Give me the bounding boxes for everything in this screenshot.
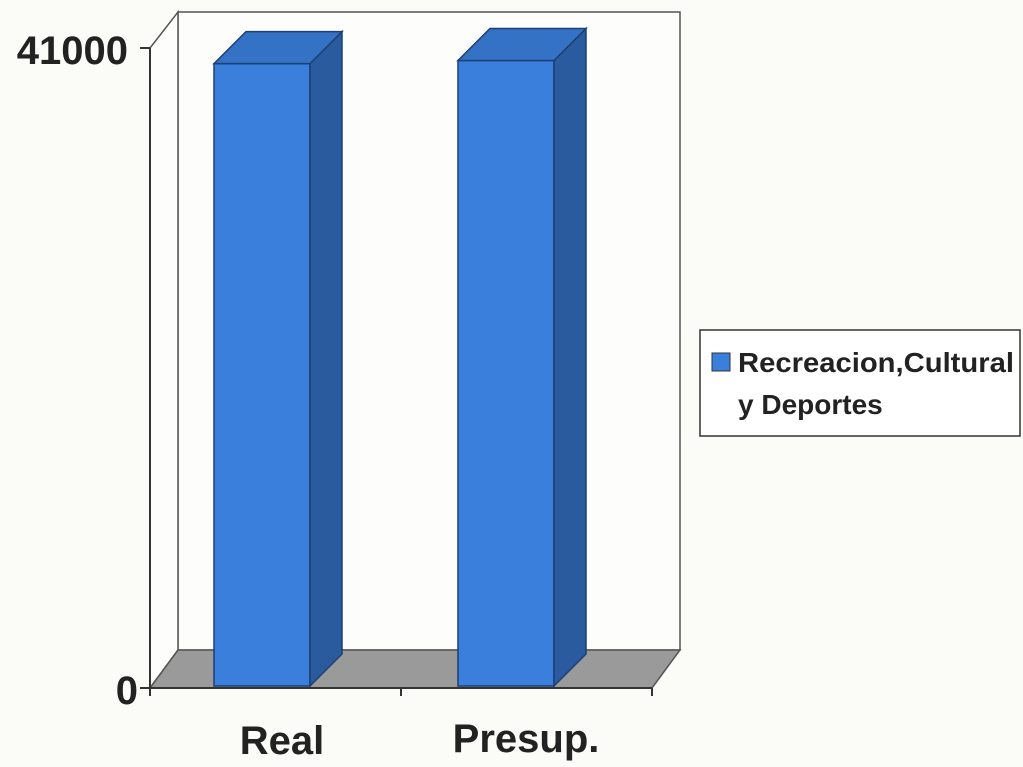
bar-top-1 [212,30,344,65]
bar-front-1 [213,62,311,687]
bar-front-2 [457,59,555,687]
bar-side-2 [553,26,587,688]
legend-box [699,329,1021,437]
bar-top-2 [456,27,588,62]
legend-swatch [711,352,731,372]
legend-label-line1: Recreacion,Cultural [738,347,1014,378]
y-tick-label-max: 41000 [17,29,128,73]
category-label-real: Real [240,719,325,762]
side-wall [149,9,179,691]
bars-group [212,26,588,688]
bar-side-1 [309,29,343,688]
category-label-presup: Presup. [453,717,600,761]
legend-label-line2: y Deportes [738,389,883,420]
y-tick-label-zero: 0 [116,669,138,713]
legend: Recreacion,Cultural y Deportes [699,329,1021,437]
